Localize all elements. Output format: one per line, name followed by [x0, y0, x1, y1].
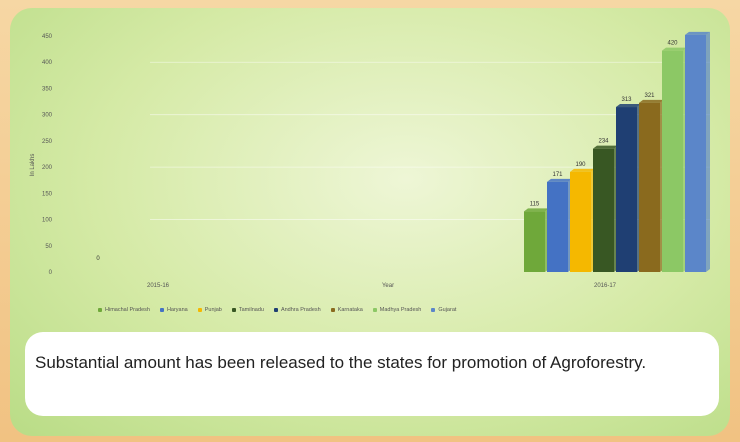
data-label: 115 — [530, 201, 540, 207]
y-tick-label: 0 — [49, 270, 53, 276]
legend-swatch — [431, 308, 436, 312]
legend-item: Haryana — [159, 305, 188, 315]
legend-item: Punjab — [197, 305, 222, 315]
y-tick-label: 250 — [42, 139, 53, 145]
legend-swatch — [197, 308, 202, 312]
legend-swatch — [98, 308, 102, 312]
data-label-2015-16: 0 — [96, 256, 100, 262]
legend-label: Gujarat — [438, 307, 457, 313]
y-tick-label: 150 — [42, 191, 53, 197]
y-tick-label: 450 — [42, 34, 53, 40]
y-tick-label: 400 — [42, 60, 53, 66]
data-labels: 115 171 190 234 313 321 420 — [530, 41, 678, 208]
y-tick-label: 200 — [42, 165, 53, 171]
legend-swatch — [273, 308, 278, 312]
x-axis-label: Year — [382, 283, 394, 289]
legend-label: Karnataka — [337, 307, 363, 313]
legend-label: Haryana — [166, 307, 188, 313]
legend-label: Andhra Pradesh — [280, 307, 321, 313]
data-label: 313 — [621, 97, 632, 103]
caption-text: Substantial amount has been released to … — [35, 353, 647, 372]
legend-item: Tamilnadu — [231, 305, 264, 315]
legend-swatch — [330, 308, 335, 312]
data-label: 234 — [598, 139, 609, 145]
data-label: 321 — [644, 93, 655, 99]
legend-item: Gujarat — [431, 305, 456, 315]
y-axis-label: In Lakhs — [30, 154, 36, 177]
bar-madhya-pradesh — [662, 47, 687, 272]
legend-swatch — [159, 308, 164, 312]
bar-himachal-pradesh — [524, 208, 549, 272]
bar-tamilnadu — [593, 145, 618, 272]
legend-label: Himachal Pradesh — [105, 307, 150, 313]
caption-box: Substantial amount has been released to … — [25, 332, 719, 416]
data-label: 420 — [667, 41, 678, 47]
bar-gujarat — [685, 31, 710, 273]
data-label: 190 — [575, 162, 586, 168]
legend-label: Punjab — [204, 307, 222, 313]
data-label: 171 — [552, 172, 563, 178]
bar-andhra-pradesh — [616, 104, 641, 272]
bars — [524, 31, 710, 273]
legend-item: Madhya Pradesh — [372, 305, 422, 315]
legend-item: Andhra Pradesh — [273, 305, 321, 315]
y-tick-label: 350 — [42, 86, 53, 92]
x-tick-2015-16: 2015-16 — [147, 283, 170, 289]
bar-punjab — [570, 168, 595, 272]
y-tick-label: 100 — [42, 218, 53, 224]
legend: Himachal Pradesh Haryana Punjab Tamilnadu An… — [98, 305, 698, 315]
legend-swatch — [372, 308, 377, 312]
bar-haryana — [547, 178, 572, 272]
legend-swatch — [231, 308, 236, 312]
legend-label: Tamilnadu — [238, 307, 264, 313]
y-axis-ticks: 0 50 100 150 200 250 300 350 400 450 — [42, 34, 53, 276]
y-tick-label: 300 — [42, 113, 53, 119]
legend-item: Himachal Pradesh — [98, 305, 150, 315]
x-tick-2016-17: 2016-17 — [594, 283, 617, 289]
legend-label: Madhya Pradesh — [379, 307, 422, 313]
bar-karnataka — [639, 99, 664, 272]
legend-item: Karnataka — [330, 305, 363, 315]
y-tick-label: 50 — [45, 244, 52, 250]
